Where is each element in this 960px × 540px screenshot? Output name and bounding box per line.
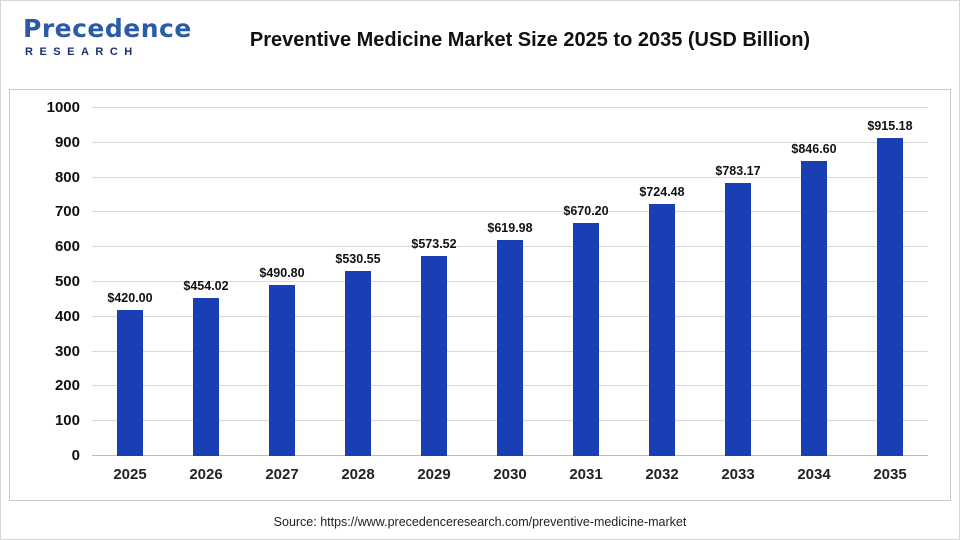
plot-area: $420.00 $454.02 $490.80 $530.55 $573.52 $619.…: [92, 107, 928, 456]
bar-column: $619.98: [472, 108, 548, 456]
y-tick-label: 800: [54, 168, 80, 186]
bar-value-label: $619.98: [487, 221, 533, 236]
bar: [725, 183, 751, 456]
gridline: [92, 141, 928, 143]
x-tick-label: 2035: [873, 465, 907, 483]
y-tick-label: 700: [54, 203, 80, 221]
page-title: Preventive Medicine Market Size 2025 to …: [249, 29, 811, 51]
bar-value-label: $846.60: [791, 142, 837, 157]
y-tick-label: 300: [54, 342, 80, 360]
precedence-research-logo: Precedence RESEARCH: [23, 15, 193, 58]
bar: [269, 285, 295, 456]
bar-series: $420.00 $454.02 $490.80 $530.55 $573.52 $619.…: [92, 108, 928, 456]
bar: [193, 298, 219, 456]
source-attribution: Source: https://www.precedenceresearch.c…: [273, 515, 687, 529]
bar-value-label: $724.48: [639, 184, 685, 199]
bar-column: $530.55: [320, 108, 396, 456]
bar: [497, 240, 523, 456]
gridline: [92, 107, 928, 108]
y-axis: 0 100 200 300 400 500 600 700 800 900 1000: [20, 99, 92, 464]
bar-value-label: $915.18: [867, 118, 913, 133]
bar-value-label: $490.80: [259, 266, 305, 281]
bar-column: $915.18: [852, 108, 928, 456]
y-tick-label: 900: [54, 133, 80, 151]
bar-value-label: $420.00: [107, 290, 153, 305]
logo-wordmark: Precedence: [23, 14, 192, 43]
bar-column: $670.20: [548, 108, 624, 456]
y-tick-label: 400: [54, 307, 80, 325]
logo-subtitle: RESEARCH: [25, 45, 139, 58]
x-tick-label: 2026: [189, 465, 223, 483]
x-tick-label: 2032: [645, 465, 679, 483]
x-tick-label: 2031: [569, 465, 603, 483]
bar: [801, 161, 827, 456]
bar: [345, 271, 371, 456]
x-tick-label: 2028: [341, 465, 375, 483]
y-tick-label: 200: [54, 377, 80, 395]
bar-column: $573.52: [396, 108, 472, 456]
chart-panel: 0 100 200 300 400 500 600 700 800 900 1000 $420.00…: [9, 89, 951, 501]
bar-column: $783.17: [700, 108, 776, 456]
x-tick-label: 2027: [265, 465, 299, 483]
bar-column: $846.60: [776, 108, 852, 456]
bar-column: $490.80: [244, 108, 320, 456]
header: Precedence RESEARCH Preventive Medicine …: [1, 1, 959, 89]
bar-value-label: $530.55: [335, 252, 381, 267]
x-tick-label: 2033: [721, 465, 755, 483]
gridline: [92, 211, 928, 213]
x-tick-label: 2030: [493, 465, 527, 483]
y-tick-label: 500: [54, 273, 80, 290]
x-axis: 2025 2026 2027 2028 2029 2030 2031 2032 2033 2034…: [92, 456, 928, 492]
x-tick-label: 2025: [113, 465, 147, 483]
bar: [649, 203, 675, 456]
x-tick-label: 2029: [417, 465, 451, 483]
bar-value-label: $454.02: [183, 279, 229, 294]
bar-column: $724.48: [624, 108, 700, 456]
y-tick-label: 600: [54, 238, 80, 256]
chart-area: 0 100 200 300 400 500 600 700 800 900 1000 $420.00…: [20, 99, 928, 464]
y-tick-label: 1000: [46, 99, 80, 116]
bar-value-label: $783.17: [715, 164, 761, 179]
bar: [421, 256, 447, 456]
bar: [877, 137, 903, 456]
bar-value-label: $573.52: [411, 237, 457, 252]
bar: [117, 309, 143, 456]
bar-column: $420.00: [92, 108, 168, 456]
bar-column: $454.02: [168, 108, 244, 456]
gridline: [92, 176, 928, 178]
bar-value-label: $670.20: [563, 203, 609, 218]
bar: [573, 222, 599, 456]
y-tick-label: 0: [71, 447, 80, 464]
y-tick-label: 100: [54, 412, 80, 430]
x-tick-label: 2034: [797, 465, 831, 483]
